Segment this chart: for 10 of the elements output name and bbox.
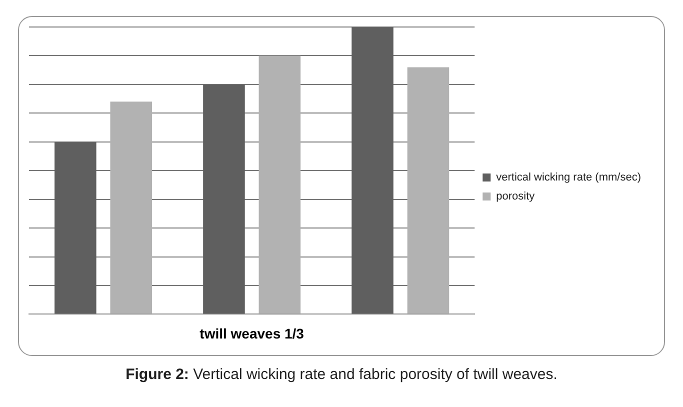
bar — [352, 27, 394, 314]
bar — [110, 102, 152, 314]
x-axis-title: twill weaves 1/3 — [200, 325, 304, 342]
caption: Figure 2: Vertical wicking rate and fabric porosity of twill weaves. — [124, 366, 558, 383]
bar — [258, 56, 301, 314]
bar — [54, 142, 96, 314]
bar — [407, 67, 450, 314]
legend-label: vertical wicking rate (mm/sec) — [496, 172, 641, 184]
bar — [203, 84, 245, 314]
legend-label: porosity — [496, 190, 536, 203]
